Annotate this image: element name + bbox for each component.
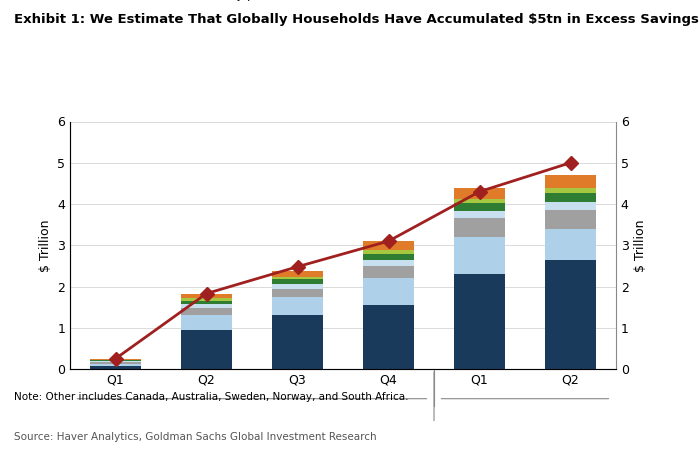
Bar xyxy=(363,278,414,305)
Bar xyxy=(545,210,596,229)
Bar xyxy=(545,175,596,188)
Bar xyxy=(363,250,414,253)
Bar xyxy=(272,284,323,288)
Bar xyxy=(545,188,596,193)
Bar xyxy=(454,274,505,369)
Text: Source: Haver Analytics, Goldman Sachs Global Investment Research: Source: Haver Analytics, Goldman Sachs G… xyxy=(14,432,377,442)
Bar xyxy=(181,315,232,330)
Bar xyxy=(181,298,232,301)
Bar xyxy=(545,229,596,260)
Bar xyxy=(363,260,414,266)
Bar xyxy=(454,211,505,218)
Bar xyxy=(181,330,232,369)
Bar xyxy=(454,218,505,237)
Bar xyxy=(90,360,141,361)
Legend: US, Euro Area, Japan, UK, China, India, Other: US, Euro Area, Japan, UK, China, India, … xyxy=(103,0,472,1)
Bar xyxy=(454,188,505,198)
Bar xyxy=(454,198,505,203)
Bar xyxy=(181,293,232,298)
Bar xyxy=(545,193,596,202)
Bar xyxy=(545,260,596,369)
Bar xyxy=(272,297,323,315)
Bar xyxy=(363,253,414,260)
Bar xyxy=(90,359,141,360)
Y-axis label: $ Trillion: $ Trillion xyxy=(38,219,52,271)
Bar xyxy=(454,203,505,211)
Bar xyxy=(90,361,141,362)
Bar xyxy=(545,202,596,210)
Bar xyxy=(272,279,323,284)
Y-axis label: $ Trillion: $ Trillion xyxy=(634,219,648,271)
Bar xyxy=(181,308,232,315)
Bar xyxy=(90,366,141,369)
Text: Exhibit 1: We Estimate That Globally Households Have Accumulated $5tn in Excess : Exhibit 1: We Estimate That Globally Hou… xyxy=(14,14,699,27)
Text: Note: Other includes Canada, Australia, Sweden, Norway, and South Africa.: Note: Other includes Canada, Australia, … xyxy=(14,392,409,401)
Bar xyxy=(90,364,141,366)
Bar xyxy=(181,304,232,308)
Bar xyxy=(363,266,414,278)
Bar xyxy=(181,301,232,304)
Bar xyxy=(454,237,505,274)
Bar xyxy=(272,277,323,279)
Bar xyxy=(272,315,323,369)
Bar xyxy=(272,288,323,297)
Bar xyxy=(272,271,323,277)
Bar xyxy=(363,305,414,369)
Bar xyxy=(90,362,141,364)
Bar xyxy=(363,241,414,250)
